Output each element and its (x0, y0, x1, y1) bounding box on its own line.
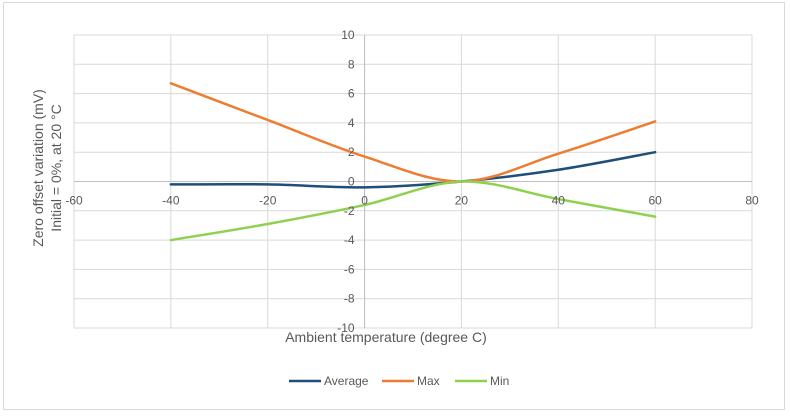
grid-horizontal-lines (74, 34, 752, 329)
y-tick-label: -2 (344, 204, 355, 218)
x-tick-labels: -60 -40 -20 0 20 40 60 80 (65, 194, 759, 208)
x-tick-label: -20 (259, 194, 277, 208)
series-line-min (169, 180, 657, 242)
y-tick-label: -8 (344, 292, 355, 306)
y-tick-label: 0 (348, 175, 355, 189)
x-tick-label: -60 (65, 194, 83, 208)
y-axis-title-line-1: Zero offset variation (mV) (30, 89, 46, 247)
y-axis-title-line-2: Initial = 0%, at 20 °C (48, 104, 64, 231)
x-tick-label: 80 (745, 194, 759, 208)
x-tick-label: 20 (455, 194, 469, 208)
x-tick-label: -40 (162, 194, 180, 208)
legend-label-max: Max (417, 374, 440, 388)
y-tick-labels: -10 -8 -6 -4 -2 0 2 4 6 8 10 (337, 28, 355, 335)
x-axis-title: Ambient temperature (degree C) (285, 329, 487, 345)
y-tick-label: 6 (348, 87, 355, 101)
y-tick-label: -6 (344, 262, 355, 276)
y-tick-label: 2 (348, 145, 355, 159)
legend-label-average: Average (324, 374, 369, 388)
series-lines (169, 82, 657, 242)
y-tick-label: -4 (344, 233, 355, 247)
y-tick-label: 10 (341, 28, 355, 42)
x-tick-label: 0 (361, 194, 368, 208)
y-tick-label: 4 (348, 116, 355, 130)
legend: Average Max Min (289, 374, 509, 388)
series-line-average (169, 150, 657, 189)
chart-frame: -60 -40 -20 0 20 40 60 80 -10 -8 -6 -4 -2 0 2 4 6 8 10 Am… (3, 2, 785, 410)
y-tick-label: -10 (337, 321, 355, 335)
x-tick-label: 40 (552, 194, 566, 208)
legend-label-min: Min (490, 374, 509, 388)
x-tick-label: 60 (648, 194, 662, 208)
series-line-max (169, 82, 657, 183)
y-tick-label: 8 (348, 57, 355, 71)
